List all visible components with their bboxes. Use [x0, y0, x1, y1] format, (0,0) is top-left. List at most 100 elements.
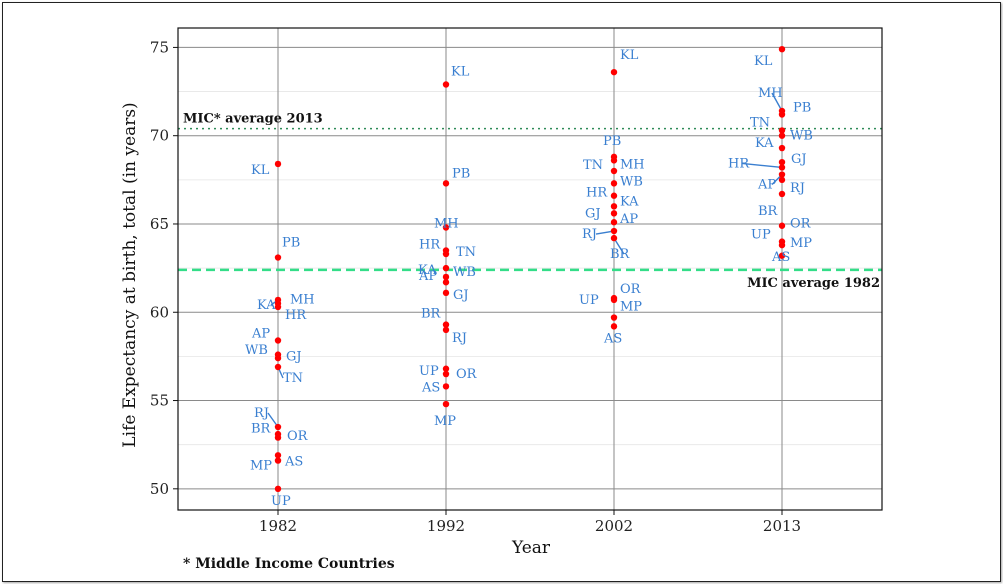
plot-border — [177, 27, 883, 511]
reference-lines: MIC* average 2013 MIC average 1982 — [178, 112, 882, 291]
point-label-2013-tn: TN — [750, 115, 770, 130]
point-label-2013-rj: RJ — [790, 181, 805, 196]
y-tick-label: 70 — [150, 127, 169, 145]
y-tick-label: 50 — [150, 480, 169, 498]
data-point-1992-up — [442, 365, 450, 372]
leader-line — [771, 92, 783, 112]
point-label-2013-up: UP — [751, 228, 771, 243]
data-point-1982-rj — [274, 423, 282, 431]
data-point-2013-hr — [778, 164, 786, 171]
data-point-2002-ap — [610, 219, 618, 226]
point-label-2002-tn: TN — [583, 158, 603, 173]
point-label-2013-as: AS — [771, 250, 790, 265]
point-label-1992-mp: MP — [434, 414, 456, 429]
grid-layer — [178, 28, 882, 510]
data-point-1982-up — [274, 485, 282, 493]
data-point-2013-wb — [778, 132, 786, 139]
data-point-1982-tn — [274, 363, 282, 371]
data-point-1982-br — [274, 434, 282, 441]
data-point-1982-hr — [274, 303, 282, 311]
point-label-1982-kl: KL — [251, 163, 270, 178]
label-leaders — [267, 92, 783, 428]
point-label-2013-mh: MH — [758, 86, 783, 101]
x-tick-label: 1992 — [427, 517, 465, 535]
point-label-1982-pb: PB — [282, 236, 300, 251]
data-point-1992-mp — [442, 400, 450, 408]
data-point-2013-ap — [778, 171, 786, 178]
data-point-1992-pb — [442, 180, 450, 187]
point-label-1982-as: AS — [284, 454, 303, 469]
point-label-1992-up: UP — [419, 364, 439, 379]
point-label-2002-kl: KL — [620, 48, 639, 63]
point-label-1982-hr: HR — [285, 308, 307, 323]
data-point-2013-br — [778, 190, 786, 198]
data-point-2013-gj — [778, 158, 786, 166]
point-label-1982-up: UP — [271, 494, 291, 509]
data-point-1992-as — [442, 383, 450, 390]
data-point-2002-wb — [610, 180, 618, 187]
mic-2013-label: MIC* average 2013 — [183, 112, 323, 127]
point-label-1992-hr: HR — [419, 237, 441, 252]
point-label-2002-pb: PB — [603, 134, 621, 149]
point-label-2013-ap: AP — [757, 178, 776, 193]
data-point-2002-as — [610, 323, 618, 330]
point-label-1982-br: BR — [251, 422, 272, 437]
data-point-2002-up — [610, 296, 618, 304]
point-label-1982-mp: MP — [250, 459, 272, 474]
data-point-1992-wb — [442, 273, 450, 281]
data-point-2013-mp — [778, 241, 786, 249]
point-label-2002-ap: AP — [619, 212, 638, 227]
data-point-1982-ap — [274, 337, 282, 344]
data-point-1982-wb — [274, 354, 282, 362]
point-label-2013-kl: KL — [754, 54, 773, 69]
data-point-2013-kl — [778, 45, 786, 53]
point-label-1992-kl: KL — [451, 64, 470, 79]
data-point-1982-kl — [274, 160, 282, 168]
point-label-1992-tn: TN — [456, 245, 476, 260]
data-point-1992-tn — [442, 250, 450, 258]
point-label-2002-mp: MP — [620, 300, 642, 315]
point-label-1992-as: AS — [421, 380, 440, 395]
x-tick-label: 2002 — [595, 517, 633, 535]
axes: 50 55 60 65 70 75 1982 1992 2002 2013 — [150, 38, 801, 535]
data-point-1992-mh — [442, 224, 450, 231]
data-point-2002-hr — [610, 192, 618, 199]
point-label-1982-wb: WB — [245, 343, 268, 358]
data-point-1992-ap — [442, 279, 450, 286]
data-point-1992-kl — [442, 81, 450, 88]
point-label-2013-or: OR — [790, 217, 812, 232]
data-point-2013-or — [778, 222, 786, 229]
data-point-1982-pb — [274, 254, 282, 261]
data-point-2002-ka — [610, 203, 618, 210]
point-label-1992-rj: RJ — [452, 331, 467, 346]
point-label-1992-mh: MH — [434, 217, 459, 232]
point-label-2013-gj: GJ — [791, 152, 807, 167]
x-tick-label: 2013 — [763, 517, 801, 535]
point-label-2013-br: BR — [758, 204, 779, 219]
point-label-2002-up: UP — [579, 293, 599, 308]
mic-1982-label: MIC average 1982 — [747, 276, 880, 291]
point-label-1982-ka: KA — [257, 298, 276, 313]
data-points — [274, 45, 786, 493]
data-point-2002-mp — [610, 314, 618, 321]
leader-line — [741, 162, 783, 169]
data-point-2002-mh — [610, 157, 618, 164]
point-label-1992-or: OR — [456, 367, 478, 382]
point-label-2013-ka: KA — [755, 136, 774, 151]
data-point-2013-pb — [778, 111, 786, 118]
point-label-1992-gj: GJ — [453, 288, 469, 303]
point-label-2002-or: OR — [620, 282, 642, 297]
point-label-2002-br: BR — [610, 247, 631, 262]
point-label-2013-mp: MP — [790, 236, 812, 251]
point-label-1992-wb: WB — [453, 265, 476, 280]
y-tick-label: 55 — [150, 392, 169, 410]
data-point-1992-br — [442, 321, 450, 328]
point-label-2002-as: AS — [603, 331, 622, 346]
data-point-2002-tn — [610, 167, 618, 175]
point-label-2002-mh: MH — [620, 157, 645, 172]
x-axis-title: Year — [511, 538, 551, 558]
data-point-2002-kl — [610, 68, 618, 76]
